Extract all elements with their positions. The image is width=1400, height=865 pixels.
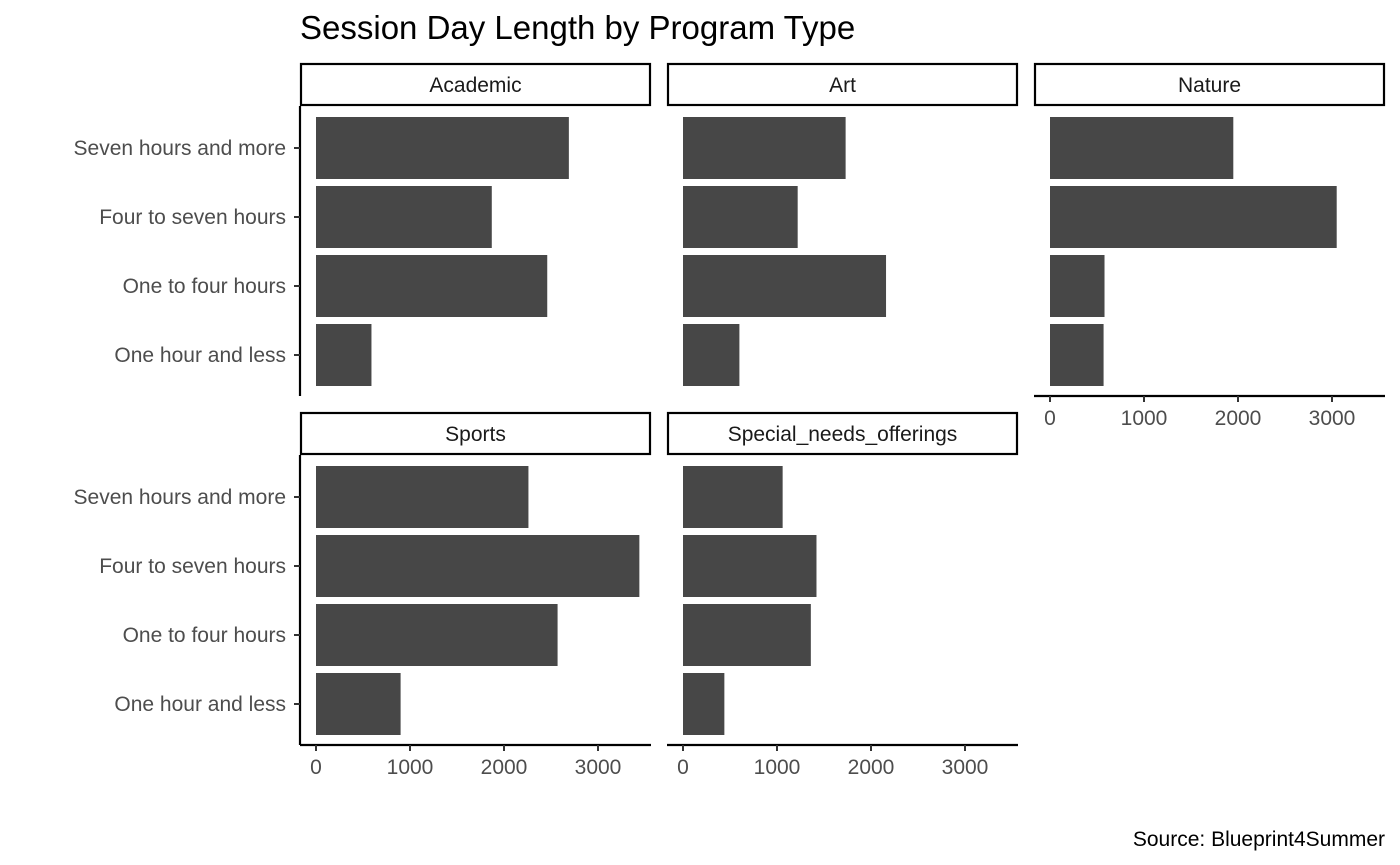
bar: [1050, 186, 1337, 248]
bar: [1050, 255, 1105, 317]
x-tick-label: 2000: [481, 756, 528, 779]
y-tick-label: Seven hours and more: [74, 137, 286, 160]
bar: [683, 117, 846, 179]
facet-label: Academic: [429, 74, 521, 97]
bar: [683, 186, 798, 248]
bar: [683, 673, 725, 735]
bar: [683, 324, 740, 386]
bar: [316, 466, 529, 528]
y-tick-label: Four to seven hours: [99, 206, 286, 229]
facet-label: Special_needs_offerings: [728, 423, 958, 446]
bar: [316, 186, 492, 248]
facet-strip-sports: [299, 411, 652, 456]
facet-label: Sports: [445, 423, 506, 446]
bar: [683, 466, 783, 528]
facet-panels: Academic Seven hours and more Four to seve…: [74, 62, 1386, 779]
facet-strip-academic: [299, 62, 652, 107]
bar: [316, 117, 569, 179]
y-tick-label: One hour and less: [114, 344, 286, 367]
x-tick-label: 3000: [1309, 407, 1356, 430]
chart-caption: Source: Blueprint4Summer: [1133, 828, 1385, 851]
bar: [316, 255, 548, 317]
bar: [1050, 324, 1104, 386]
bar: [316, 535, 640, 597]
facet-panel-nature: Nature 0 1000 2000 3000: [1033, 62, 1386, 430]
facet-strip-nature: [1033, 62, 1386, 107]
y-tick-label: Four to seven hours: [99, 555, 286, 578]
y-tick-label: One to four hours: [123, 275, 286, 298]
y-tick-label: One to four hours: [123, 624, 286, 647]
facet-panel-academic: Academic Seven hours and more Four to seve…: [74, 62, 652, 396]
x-tick-label: 3000: [575, 756, 622, 779]
chart-title: Session Day Length by Program Type: [300, 9, 855, 46]
facet-strip-art: [666, 62, 1019, 107]
y-tick-label: One hour and less: [114, 693, 286, 716]
facet-panel-special-needs-offerings: Special_needs_offerings 0 1000 2000 3000: [666, 411, 1019, 779]
x-tick-label: 1000: [754, 756, 801, 779]
facet-label: Nature: [1178, 74, 1241, 97]
x-tick-label: 2000: [848, 756, 895, 779]
facet-label: Art: [829, 74, 856, 97]
bar: [1050, 117, 1234, 179]
x-tick-label: 0: [1044, 407, 1056, 430]
x-tick-label: 0: [677, 756, 689, 779]
facet-panel-sports: Sports Seven hours and more Four to seven …: [74, 411, 652, 779]
x-tick-label: 1000: [1121, 407, 1168, 430]
bar: [316, 673, 401, 735]
x-tick-label: 3000: [942, 756, 989, 779]
x-tick-label: 0: [310, 756, 322, 779]
facet-panel-art: Art: [666, 62, 1019, 386]
bar: [316, 604, 558, 666]
bar: [316, 324, 372, 386]
x-tick-label: 2000: [1215, 407, 1262, 430]
bar: [683, 535, 817, 597]
facet-strip-special-needs-offerings: [666, 411, 1019, 456]
bar: [683, 604, 811, 666]
x-tick-label: 1000: [387, 756, 434, 779]
y-tick-label: Seven hours and more: [74, 486, 286, 509]
bar: [683, 255, 887, 317]
